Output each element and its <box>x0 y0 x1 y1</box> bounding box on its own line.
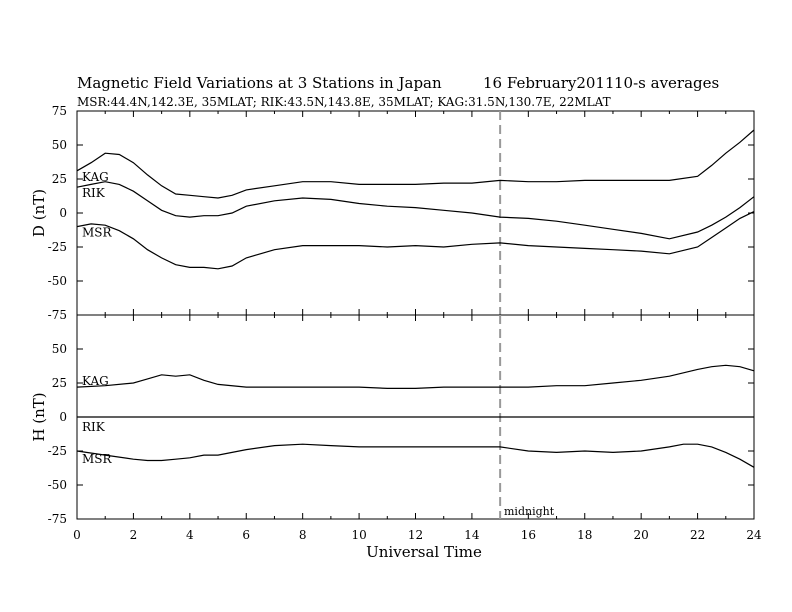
panel-d-ytick-label: 50 <box>52 138 67 152</box>
xtick-label: 18 <box>577 528 592 542</box>
chart-title: Magnetic Field Variations at 3 Stations … <box>77 74 442 92</box>
xtick-label: 22 <box>690 528 705 542</box>
panel-h-ytick-label: 50 <box>52 342 67 356</box>
xtick-label: 0 <box>73 528 81 542</box>
xtick-label: 14 <box>464 528 480 542</box>
panel-d-frame <box>76 110 755 316</box>
stations-line: MSR:44.4N,142.3E, 35MLAT; RIK:43.5N,143.… <box>77 95 611 109</box>
series-d-kag <box>76 129 755 199</box>
x-axis-label: Universal Time <box>366 543 482 561</box>
panel-h-ytick-label: -25 <box>48 444 67 458</box>
series-label-d-kag: KAG <box>82 170 109 184</box>
panel-h-ytick-label: 25 <box>52 376 67 390</box>
xtick-label: 10 <box>351 528 366 542</box>
panel-h-ylabel: H (nT) <box>30 392 48 441</box>
panel-d-ylabel: D (nT) <box>30 189 48 237</box>
xtick-label: 8 <box>299 528 307 542</box>
series-d-msr <box>76 211 755 270</box>
series-d-rik <box>76 181 755 240</box>
xtick-label: 4 <box>186 528 194 542</box>
panel-h-ytick-label: -50 <box>48 478 67 492</box>
panel-d-ytick-label: -50 <box>48 274 67 288</box>
panel-d-ytick-label: -25 <box>48 240 67 254</box>
panel-h-ytick-label: -75 <box>48 512 67 526</box>
panel-h-ytick-label: 0 <box>59 410 67 424</box>
xtick-label: 20 <box>634 528 649 542</box>
series-label-h-msr: MSR <box>82 452 113 466</box>
xtick-label: 24 <box>746 528 762 542</box>
series-h-kag <box>76 364 755 389</box>
panel-d-ytick-label: 25 <box>52 172 67 186</box>
series-label-h-kag: KAG <box>82 374 109 388</box>
series-label-d-rik: RIK <box>82 186 106 200</box>
xtick-label: 16 <box>521 528 536 542</box>
panel-d-ytick-label: 0 <box>59 206 67 220</box>
chart-panels: -75 -50 -25 0 25 50 75 D (nT) KAG RIK MSR -75 -50 -25… <box>30 104 762 542</box>
series-label-d-msr: MSR <box>82 226 113 240</box>
series-label-h-rik: RIK <box>82 420 106 434</box>
xtick-label: 2 <box>130 528 138 542</box>
panel-d-ytick-label: -75 <box>48 308 67 322</box>
midnight-label: midnight <box>504 505 555 518</box>
series-h-msr <box>76 443 755 468</box>
averages-label: 10-s averages <box>614 74 719 92</box>
date-label: 16 February2011 <box>483 74 615 92</box>
panel-d-ytick-label: 75 <box>52 104 67 118</box>
xtick-label: 12 <box>408 528 423 542</box>
xtick-label: 6 <box>242 528 250 542</box>
